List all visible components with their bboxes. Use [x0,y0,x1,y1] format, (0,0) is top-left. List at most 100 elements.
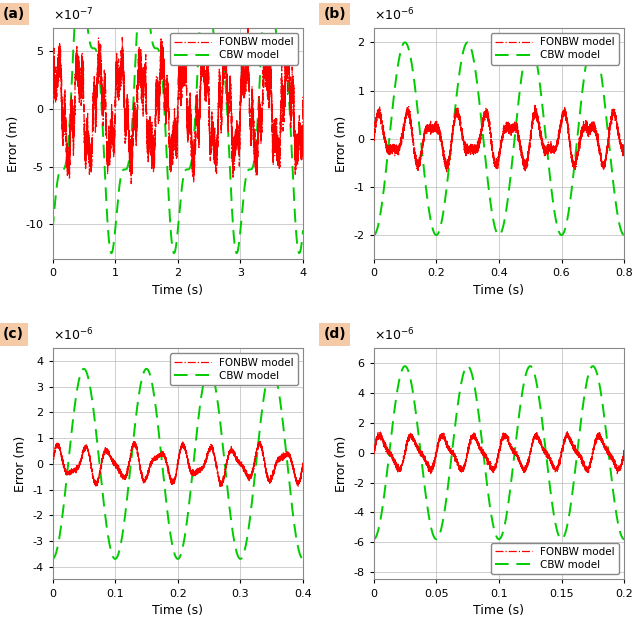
CBW model [108,250,115,257]
FONBW model [154,93,162,100]
FONBW model [279,452,287,459]
X-axis label: Time (s): Time (s) [474,284,524,297]
Line: CBW model: CBW model [52,369,303,559]
FONBW model [370,447,378,455]
CBW model [552,215,559,222]
Legend: FONBW model, CBW model: FONBW model, CBW model [492,33,619,64]
FONBW model [49,89,56,96]
CBW model [168,238,175,245]
FONBW model [531,102,538,109]
CBW model [557,535,565,543]
FONBW model [156,452,164,460]
CBW model [230,539,238,547]
CBW model [231,241,239,248]
Y-axis label: Error (m): Error (m) [335,115,348,172]
FONBW model [552,147,559,154]
Text: $\times 10^{-6}$: $\times 10^{-6}$ [52,327,93,344]
FONBW model [620,449,628,457]
FONBW model [168,146,175,154]
FONBW model [370,134,378,141]
Legend: FONBW model, CBW model: FONBW model, CBW model [492,543,619,574]
FONBW model [168,474,175,482]
FONBW model [489,469,497,477]
FONBW model [244,21,252,28]
FONBW model [477,447,485,454]
CBW model [557,232,565,239]
CBW model [299,227,307,234]
CBW model [292,529,300,537]
FONBW model [552,466,559,473]
FONBW model [612,464,620,471]
FONBW model [443,168,451,175]
Text: $\times 10^{-6}$: $\times 10^{-6}$ [374,327,415,344]
Text: $\times 10^{-7}$: $\times 10^{-7}$ [52,7,93,23]
Text: (a): (a) [3,7,25,21]
FONBW model [475,442,483,449]
FONBW model [294,483,302,490]
CBW model [370,232,378,239]
CBW model [154,420,162,427]
FONBW model [279,127,287,135]
CBW model [156,51,164,59]
Line: CBW model: CBW model [52,0,303,253]
CBW model [489,213,497,221]
Legend: FONBW model, CBW model: FONBW model, CBW model [170,33,298,64]
CBW model [475,94,483,102]
CBW model [156,438,164,446]
CBW model [49,555,56,563]
Y-axis label: Error (m): Error (m) [335,436,348,492]
CBW model [168,537,175,545]
CBW model [292,220,300,227]
Line: FONBW model: FONBW model [374,105,624,172]
FONBW model [231,144,239,152]
Y-axis label: Error (m): Error (m) [7,115,20,172]
CBW model [612,512,620,519]
CBW model [612,205,620,212]
FONBW model [477,125,485,133]
Line: FONBW model: FONBW model [52,442,303,487]
CBW model [279,420,287,427]
FONBW model [292,141,300,149]
Line: FONBW model: FONBW model [52,24,303,183]
FONBW model [292,474,300,482]
Line: FONBW model: FONBW model [374,432,624,474]
CBW model [299,555,307,563]
CBW model [589,39,596,46]
FONBW model [612,117,620,125]
FONBW model [231,449,239,456]
FONBW model [600,164,608,172]
CBW model [489,519,497,527]
Text: (b): (b) [324,7,346,21]
CBW model [279,45,287,52]
Legend: FONBW model, CBW model: FONBW model, CBW model [170,353,298,385]
FONBW model [299,460,307,467]
FONBW model [127,180,135,187]
CBW model [620,232,628,239]
CBW model [477,112,484,120]
FONBW model [620,146,628,154]
CBW model [475,412,483,420]
FONBW model [49,459,56,466]
CBW model [268,365,276,373]
CBW model [552,521,559,529]
CBW model [237,555,244,563]
CBW model [370,535,378,543]
CBW model [600,94,608,102]
FONBW model [600,441,608,449]
FONBW model [299,112,307,120]
X-axis label: Time (s): Time (s) [474,604,524,617]
FONBW model [427,470,435,477]
Line: CBW model: CBW model [374,42,624,235]
Text: (c): (c) [3,328,24,341]
FONBW model [154,452,162,460]
Text: $\times 10^{-6}$: $\times 10^{-6}$ [374,7,415,23]
Text: (d): (d) [324,328,346,341]
FONBW model [130,438,138,446]
CBW model [600,412,608,419]
FONBW model [156,82,164,89]
X-axis label: Time (s): Time (s) [152,604,204,617]
CBW model [620,535,628,543]
CBW model [477,429,484,436]
FONBW model [489,149,497,156]
CBW model [49,227,56,234]
